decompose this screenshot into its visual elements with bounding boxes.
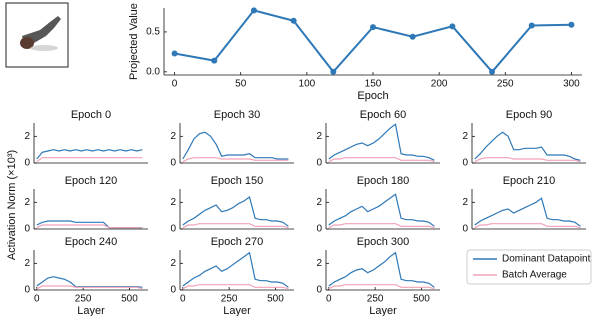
point bbox=[171, 50, 178, 57]
y-tick-label: 0 bbox=[462, 224, 468, 235]
y-tick-label: 0 bbox=[316, 285, 322, 296]
x-tick-label: 0 bbox=[34, 294, 40, 305]
panel-title: Epoch 270 bbox=[211, 236, 264, 248]
series-line bbox=[36, 224, 143, 229]
y-tick-label: 0 bbox=[24, 224, 30, 235]
figure-y-label: Activation Norm (×10³) bbox=[6, 150, 18, 260]
x-tick-label: 150 bbox=[365, 79, 382, 90]
y-tick-label: 2 bbox=[462, 131, 468, 142]
y-axis-label: Projected Value bbox=[128, 3, 140, 80]
y-tick-label: 2 bbox=[316, 197, 322, 208]
series-line bbox=[328, 157, 435, 163]
y-tick-label: 2 bbox=[24, 131, 30, 142]
series-line bbox=[182, 195, 289, 227]
y-tick-label: 0 bbox=[170, 285, 176, 296]
panel-title: Epoch 120 bbox=[65, 175, 118, 187]
y-tick-label: 0 bbox=[24, 285, 30, 296]
y-tick-label: 0 bbox=[24, 158, 30, 169]
panel-title: Epoch 150 bbox=[211, 175, 264, 187]
x-tick-label: 250 bbox=[497, 79, 514, 90]
x-tick-label: 300 bbox=[563, 79, 580, 90]
y-tick-label: 2 bbox=[24, 258, 30, 269]
series-line bbox=[328, 193, 435, 227]
point bbox=[250, 7, 257, 14]
series-line bbox=[474, 131, 581, 161]
series-line bbox=[182, 284, 289, 290]
panel-title: Epoch 240 bbox=[65, 236, 118, 248]
point bbox=[330, 68, 337, 75]
y-tick-label: 2 bbox=[170, 258, 176, 269]
x-tick-label: 200 bbox=[431, 79, 448, 90]
series-line bbox=[36, 157, 143, 163]
y-tick-label: 0 bbox=[170, 158, 176, 169]
point bbox=[528, 22, 535, 29]
y-tick-label: 2 bbox=[24, 197, 30, 208]
series-line bbox=[474, 157, 581, 163]
legend: Dominant Datapoint Batch Average bbox=[466, 249, 592, 285]
series-line bbox=[182, 251, 289, 288]
y-tick-label: 0 bbox=[316, 158, 322, 169]
point bbox=[409, 33, 416, 40]
point bbox=[489, 68, 496, 75]
y-tick-label: 2 bbox=[316, 131, 322, 142]
thumbnail-shadow bbox=[30, 45, 58, 51]
x-axis-label: Epoch bbox=[357, 90, 388, 102]
point bbox=[449, 23, 456, 30]
y-tick-label: 0 bbox=[462, 158, 468, 169]
series-line bbox=[174, 9, 572, 74]
x-tick-label: 500 bbox=[413, 294, 430, 305]
panel-title: Epoch 180 bbox=[357, 175, 410, 187]
series-line bbox=[36, 220, 143, 229]
point bbox=[211, 57, 218, 64]
panel-title: Epoch 210 bbox=[503, 175, 556, 187]
legend-label: Batch Average bbox=[502, 270, 567, 281]
series-line bbox=[36, 149, 143, 160]
legend-box bbox=[466, 249, 592, 285]
series-line bbox=[474, 223, 581, 229]
y-tick-label: 2 bbox=[170, 197, 176, 208]
y-tick-label: 2 bbox=[462, 197, 468, 208]
point bbox=[290, 17, 297, 24]
x-tick-label: 100 bbox=[299, 79, 316, 90]
panel-title: Epoch 300 bbox=[357, 236, 410, 248]
x-tick-label: 500 bbox=[267, 294, 284, 305]
x-tick-label: 0 bbox=[326, 294, 332, 305]
x-tick-label: 250 bbox=[75, 294, 92, 305]
y-tick-label: 2 bbox=[170, 131, 176, 142]
panel-title: Epoch 60 bbox=[360, 109, 406, 121]
x-axis-label: Layer bbox=[223, 305, 251, 316]
y-tick-label: 0.5 bbox=[146, 27, 160, 38]
series-line bbox=[474, 197, 581, 227]
panel-title: Epoch 30 bbox=[214, 109, 260, 121]
legend-label: Dominant Datapoint bbox=[502, 254, 591, 265]
x-tick-label: 0 bbox=[172, 79, 178, 90]
y-tick-label: 0 bbox=[316, 224, 322, 235]
thumbnail-head bbox=[20, 37, 34, 49]
series-line bbox=[328, 123, 435, 161]
y-tick-label: 0.0 bbox=[146, 66, 160, 77]
point bbox=[370, 24, 376, 31]
series-line bbox=[36, 285, 143, 290]
x-tick-label: 50 bbox=[235, 79, 247, 90]
thumbnail bbox=[5, 2, 69, 68]
series-line bbox=[328, 223, 435, 229]
panel-title: Epoch 90 bbox=[506, 109, 552, 121]
series-line bbox=[182, 131, 289, 160]
x-axis-label: Layer bbox=[77, 305, 105, 316]
x-tick-label: 0 bbox=[180, 294, 186, 305]
point bbox=[568, 21, 575, 28]
series-line bbox=[328, 284, 435, 290]
x-axis-label: Layer bbox=[369, 305, 397, 316]
series-line bbox=[328, 251, 435, 288]
thumbnail-shape bbox=[22, 16, 61, 44]
panel-title: Epoch 0 bbox=[71, 109, 111, 121]
x-tick-label: 250 bbox=[221, 294, 238, 305]
x-tick-label: 250 bbox=[367, 294, 384, 305]
x-tick-label: 500 bbox=[121, 294, 138, 305]
series-line bbox=[182, 223, 289, 229]
y-tick-label: 0 bbox=[170, 224, 176, 235]
y-tick-label: 2 bbox=[316, 258, 322, 269]
series-line bbox=[182, 157, 289, 163]
